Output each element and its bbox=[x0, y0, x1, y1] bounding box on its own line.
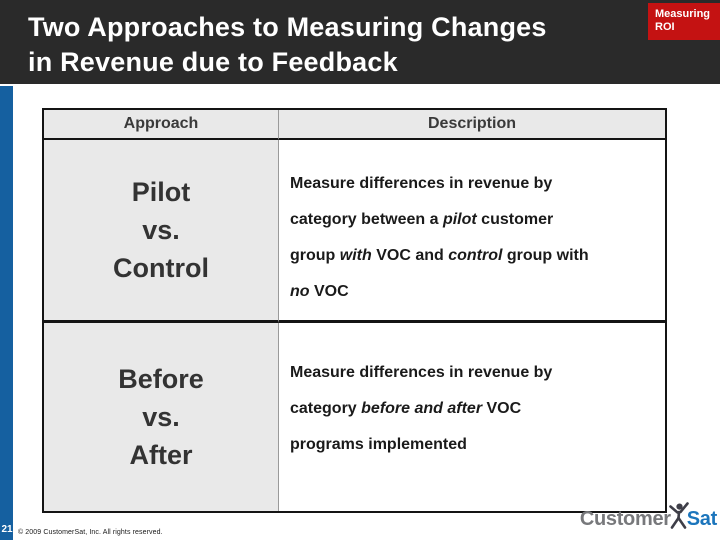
approach-line: After bbox=[129, 440, 193, 470]
approach-line: Pilot bbox=[131, 177, 191, 207]
logo-text-sat: Sat bbox=[686, 507, 718, 530]
title-bar: Two Approaches to Measuring Changes in R… bbox=[0, 0, 720, 84]
description-line: programs implemented bbox=[290, 436, 467, 453]
customersat-logo: Customer Sat bbox=[579, 501, 718, 537]
column-header-description: Description bbox=[279, 110, 665, 140]
column-header-approach: Approach bbox=[44, 110, 279, 140]
description-line: Measure differences in revenue by bbox=[290, 175, 553, 192]
description-line: no VOC bbox=[290, 283, 349, 300]
slide-number: 21 bbox=[1, 524, 13, 535]
slide-title-line-1: Two Approaches to Measuring Changes bbox=[28, 12, 547, 42]
slide-title-line-2: in Revenue due to Feedback bbox=[28, 47, 398, 77]
description-line: category before and after VOC bbox=[290, 400, 522, 417]
approaches-table: Approach Description Pilot vs. Control M… bbox=[42, 108, 667, 513]
logo-text-customer: Customer bbox=[579, 507, 671, 530]
description-cell-before-vs-after: Measure differences in revenue by catego… bbox=[279, 323, 665, 511]
badge-line-1: Measuring bbox=[655, 8, 711, 20]
approach-cell-before-vs-after: Before vs. After bbox=[44, 323, 279, 511]
approach-cell-pilot-vs-control: Pilot vs. Control bbox=[44, 140, 279, 323]
description-line: Measure differences in revenue by bbox=[290, 364, 553, 381]
description-cell-pilot-vs-control: Measure differences in revenue by catego… bbox=[279, 140, 665, 323]
copyright-text: © 2009 CustomerSat, Inc. All rights rese… bbox=[18, 529, 163, 536]
star-person-icon bbox=[668, 501, 689, 537]
description-line: group with VOC and control group with bbox=[290, 247, 589, 264]
badge-line-2: ROI bbox=[655, 21, 675, 33]
description-line: category between a pilot customer bbox=[290, 211, 554, 228]
approach-line: Control bbox=[113, 253, 209, 283]
measuring-roi-badge: Measuring ROI bbox=[648, 3, 720, 40]
approach-line: Before bbox=[118, 364, 204, 394]
left-accent-bar bbox=[0, 86, 13, 540]
approach-line: vs. bbox=[142, 402, 180, 432]
approach-line: vs. bbox=[142, 215, 180, 245]
slide-title: Two Approaches to Measuring Changes in R… bbox=[28, 10, 547, 80]
